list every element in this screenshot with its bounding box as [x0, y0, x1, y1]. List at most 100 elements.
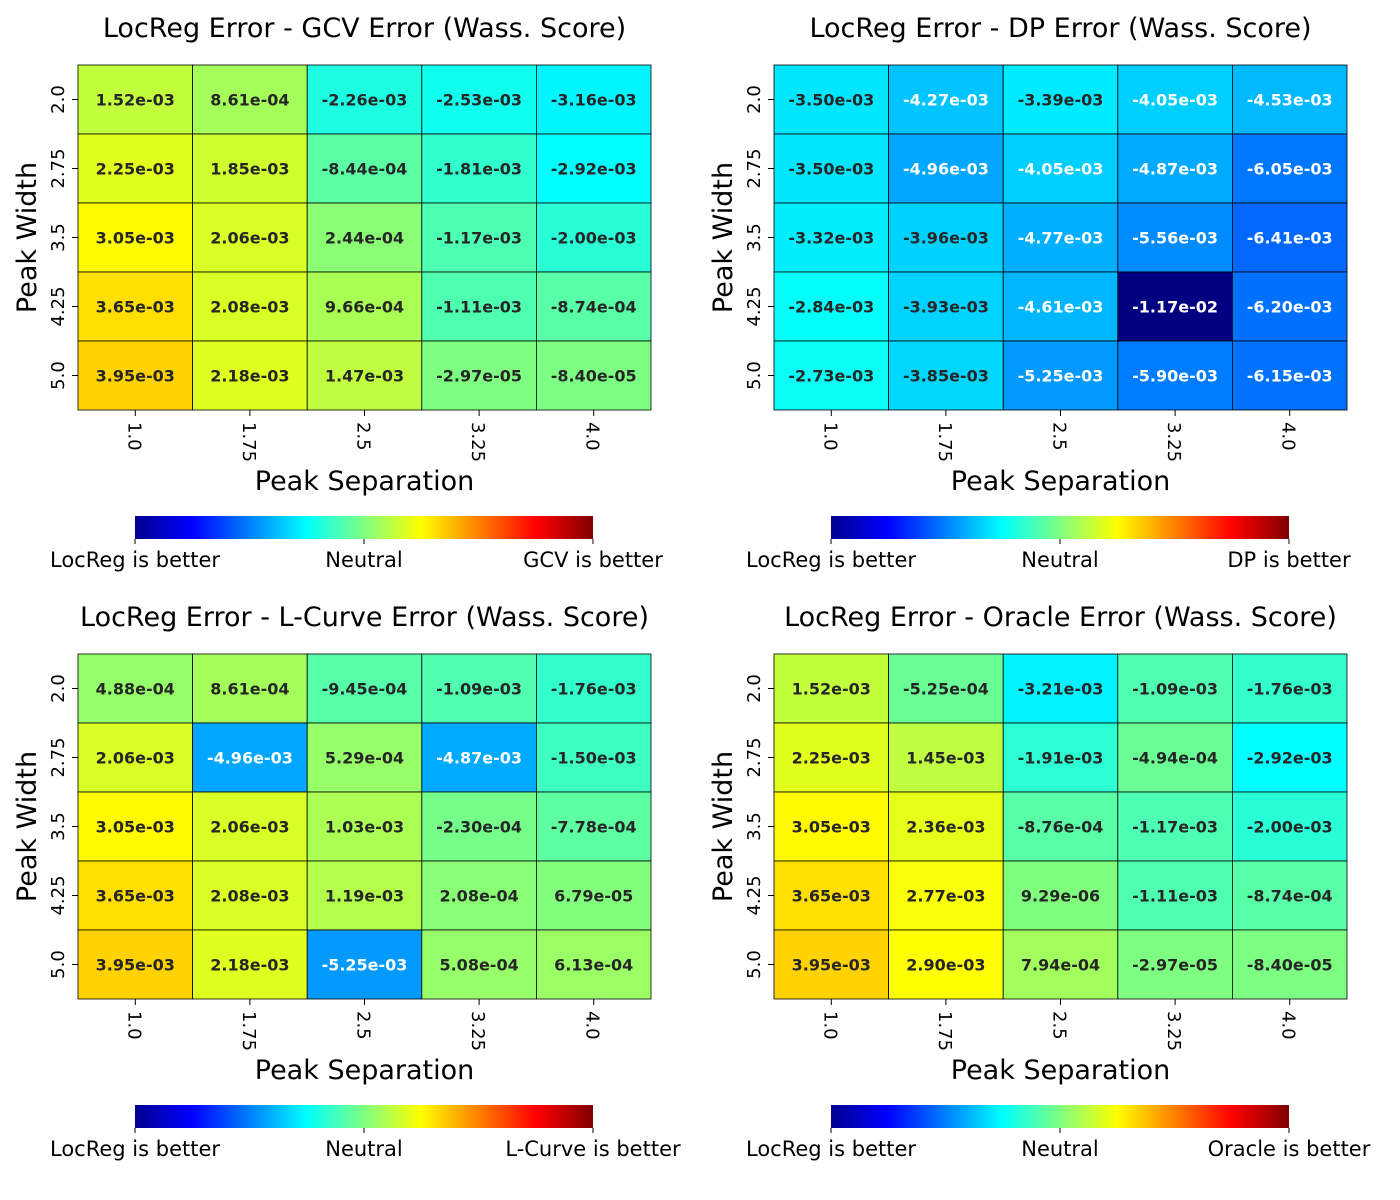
heatmap-cell [773, 340, 889, 411]
x-tick-label: 4.0 [1278, 422, 1299, 451]
cell-value-label: -1.17e-03 [1132, 818, 1218, 837]
heatmap-cell [1232, 133, 1348, 204]
heatmap-cell [888, 133, 1004, 204]
cell-value-label: -4.53e-03 [1247, 91, 1333, 110]
x-tick-label: 1.0 [819, 422, 840, 451]
heatmap-cell [1002, 133, 1119, 204]
cell-value-label: 3.95e-03 [96, 956, 175, 975]
cell-value-label: 7.94e-04 [1021, 956, 1100, 975]
cell-value-label: 3.05e-03 [96, 818, 175, 837]
x-tick-label: 2.5 [1049, 1011, 1070, 1040]
colorbar [831, 516, 1289, 539]
heatmap-cell [536, 202, 652, 273]
heatmap-cell [77, 340, 193, 411]
cell-value-label: -8.44e-04 [322, 160, 408, 179]
x-tick-label: 1.0 [123, 1011, 144, 1040]
heatmap-cell [536, 929, 652, 1000]
heatmap-cell [536, 722, 652, 793]
y-tick-label: 2.0 [48, 674, 69, 703]
heatmap-cell [1117, 653, 1233, 724]
cell-value-label: -1.17e-02 [1132, 298, 1218, 317]
colorbar-left-label: LocReg is better [50, 1137, 220, 1161]
heatmap-cell [888, 929, 1004, 1000]
heatmap-cell [888, 791, 1004, 862]
cell-value-label: -4.96e-03 [207, 749, 293, 768]
y-tick-label: 2.0 [744, 674, 765, 703]
heatmap-cell [306, 929, 423, 1000]
cell-value-label: -1.76e-03 [551, 680, 637, 699]
cell-value-label: 2.77e-03 [906, 887, 985, 906]
cell-value-label: 2.08e-04 [439, 887, 518, 906]
cell-value-label: -5.56e-03 [1132, 229, 1218, 248]
cell-value-label: 2.06e-03 [96, 749, 175, 768]
cell-value-label: -1.09e-03 [1132, 680, 1218, 699]
heatmap-panel-1: LocReg Error - GCV Error (Wass. Score) 1.… [12, 13, 663, 572]
cell-value-label: -2.84e-03 [788, 298, 874, 317]
heatmap-cell [306, 133, 423, 204]
heatmap-cell [77, 929, 193, 1000]
y-tick-label: 4.25 [48, 875, 69, 915]
heatmap-cell [1117, 860, 1233, 931]
heatmap-cell [306, 860, 423, 931]
cell-value-label: 1.52e-03 [792, 680, 871, 699]
cell-value-label: 3.95e-03 [792, 956, 871, 975]
x-tick-label: 4.0 [582, 422, 603, 451]
y-tick-label: 5.0 [744, 950, 765, 979]
cell-value-label: -8.74e-04 [551, 298, 637, 317]
heatmap-cell [306, 653, 423, 724]
colorbar-center-label: Neutral [325, 1137, 403, 1161]
y-tick-label: 3.5 [744, 223, 765, 252]
cell-value-label: 5.29e-04 [325, 749, 404, 768]
heatmap-cell [421, 202, 537, 273]
cell-value-label: -1.76e-03 [1247, 680, 1333, 699]
heatmap-cell [77, 791, 193, 862]
cell-value-label: -6.15e-03 [1247, 367, 1333, 386]
cell-value-label: 3.05e-03 [96, 229, 175, 248]
heatmap-cell [1002, 64, 1119, 135]
colorbar-right-label: L-Curve is better [505, 1137, 681, 1161]
cell-value-label: 3.95e-03 [96, 367, 175, 386]
heatmap-cell [306, 64, 423, 135]
heatmap-cell [1002, 860, 1119, 931]
cell-value-label: -3.32e-03 [788, 229, 874, 248]
cell-value-label: -4.05e-03 [1018, 160, 1104, 179]
heatmap-cell [1232, 202, 1348, 273]
heatmap-cell [1232, 271, 1348, 342]
colorbar-center-label: Neutral [1021, 548, 1099, 572]
heatmap-cell [421, 64, 537, 135]
cell-value-label: 8.61e-04 [210, 91, 289, 110]
cell-value-label: 6.79e-05 [554, 887, 633, 906]
cell-value-label: -3.16e-03 [551, 91, 637, 110]
cell-value-label: -3.50e-03 [788, 91, 874, 110]
y-tick-label: 5.0 [48, 361, 69, 390]
cell-value-label: -4.87e-03 [436, 749, 522, 768]
cell-value-label: -1.91e-03 [1018, 749, 1104, 768]
cell-value-label: -2.53e-03 [436, 91, 522, 110]
heatmap-cell [773, 791, 889, 862]
heatmap-cell [1232, 722, 1348, 793]
heatmap-cell [888, 271, 1004, 342]
y-tick-label: 2.0 [744, 85, 765, 114]
heatmap-cell [1002, 722, 1119, 793]
x-tick-label: 3.25 [467, 1011, 488, 1051]
colorbar-center-label: Neutral [325, 548, 403, 572]
cell-value-label: -1.50e-03 [551, 749, 637, 768]
y-tick-label: 2.75 [48, 148, 69, 188]
cell-value-label: -6.41e-03 [1247, 229, 1333, 248]
heatmap-cell [888, 722, 1004, 793]
x-tick-label: 1.0 [123, 422, 144, 451]
heatmap-cell [773, 202, 889, 273]
y-tick-label: 3.5 [48, 812, 69, 841]
cell-value-label: -5.25e-04 [903, 680, 989, 699]
chart-title: LocReg Error - DP Error (Wass. Score) [809, 13, 1311, 44]
cell-value-label: -8.40e-05 [551, 367, 637, 386]
heatmap-cell [1232, 860, 1348, 931]
cell-value-label: -2.92e-03 [1247, 749, 1333, 768]
x-axis-label: Peak Separation [255, 466, 475, 497]
cell-value-label: -3.50e-03 [788, 160, 874, 179]
cell-value-label: -3.93e-03 [903, 298, 989, 317]
cell-value-label: -1.17e-03 [436, 229, 522, 248]
heatmap-cell [1232, 340, 1348, 411]
colorbar-right-label: Oracle is better [1208, 1137, 1371, 1161]
